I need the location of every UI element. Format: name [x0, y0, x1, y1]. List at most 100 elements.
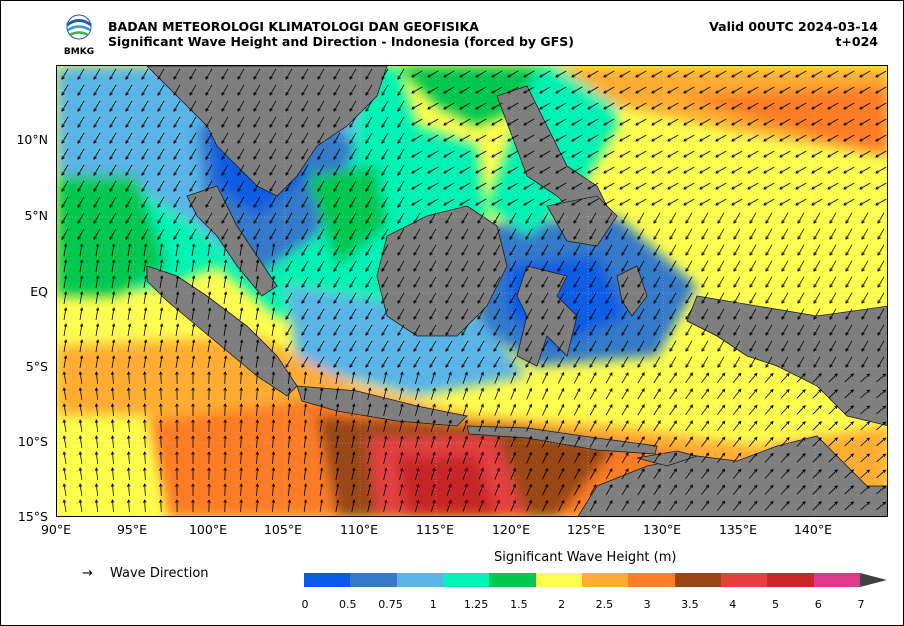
wave-arrow [383, 403, 388, 416]
wave-arrow [669, 468, 677, 480]
colorbar-segment [304, 573, 351, 587]
wave-arrow [621, 212, 629, 224]
wave-arrow [795, 102, 807, 110]
wave-arrow [365, 308, 373, 320]
wave-arrow [875, 134, 887, 142]
wave-arrow [653, 372, 661, 384]
wave-arrow [637, 260, 645, 272]
wave-arrow [510, 419, 516, 432]
wave-arrow [589, 340, 597, 352]
wave-arrow [587, 86, 599, 94]
lon-tick-120e: 120°E [491, 522, 530, 537]
wave-arrow [239, 435, 243, 449]
wave-arrow [141, 148, 149, 160]
wave-arrow [571, 70, 583, 78]
wave-arrow [491, 166, 503, 174]
wave-arrow [397, 148, 405, 160]
wave-arrow [619, 118, 631, 126]
wave-arrow [110, 499, 115, 513]
wave-arrow [747, 198, 759, 206]
wave-arrow [571, 182, 583, 190]
wave-arrow [797, 292, 805, 304]
wave-arrow [573, 324, 581, 336]
wave-arrow [79, 339, 84, 352]
wave-arrow [494, 387, 500, 400]
wave-arrow [237, 100, 245, 112]
wave-arrow [494, 371, 500, 384]
wave-arrow [126, 403, 131, 417]
wave-arrow [127, 307, 132, 320]
wave-arrow [780, 469, 790, 479]
wave-arrow [827, 118, 839, 126]
wave-arrow [63, 291, 68, 304]
wave-arrow [844, 405, 855, 415]
wave-arrow [573, 467, 581, 480]
wave-arrow [589, 499, 597, 512]
wave-arrow [317, 340, 325, 352]
wave-arrow [383, 467, 388, 480]
wave-arrow [255, 435, 260, 449]
wave-arrow [143, 451, 147, 465]
colorbar-tick-label: 2.5 [595, 598, 614, 611]
wave-arrow [542, 403, 549, 416]
wave-arrow [221, 84, 229, 96]
wave-arrow [749, 276, 757, 288]
wave-arrow [733, 276, 741, 288]
wave-arrow [701, 324, 709, 336]
wave-arrow [717, 356, 725, 368]
wave-arrow [716, 388, 726, 399]
wave-arrow [445, 212, 453, 224]
wave-arrow [319, 451, 324, 464]
wave-arrow [397, 228, 405, 240]
wave-arrow [781, 228, 789, 240]
wave-arrow [603, 198, 615, 206]
wave-arrow [459, 86, 471, 94]
wave-arrow [749, 260, 757, 272]
wave-arrow [349, 148, 357, 160]
wave-arrow [589, 308, 597, 320]
wave-arrow [763, 118, 775, 126]
wave-arrow [555, 198, 567, 206]
wave-arrow [542, 371, 549, 384]
wave-arrow [493, 340, 501, 352]
wave-arrow [269, 180, 277, 192]
wave-arrow [397, 340, 405, 352]
wave-arrow [828, 453, 838, 463]
wave-arrow [651, 198, 663, 206]
wave-arrow [335, 499, 340, 512]
wave-arrow [701, 212, 709, 224]
wave-arrow [637, 292, 645, 304]
wave-arrow [811, 166, 823, 174]
wave-arrow [63, 355, 68, 368]
wave-arrow [365, 356, 373, 368]
wave-arrow [383, 499, 388, 512]
wave-arrow [381, 340, 389, 352]
colorbar-tick-label: 1 [429, 598, 437, 611]
wave-arrow [827, 102, 839, 110]
wave-arrow [875, 198, 887, 206]
wave-arrow [94, 435, 99, 449]
wave-arrow [430, 435, 436, 448]
wave-arrow [651, 70, 663, 78]
wave-arrow [397, 84, 405, 96]
wave-arrow [573, 356, 581, 368]
wave-arrow [781, 356, 789, 368]
wave-arrow [207, 291, 212, 304]
wave-arrow [715, 102, 727, 110]
wave-arrow [399, 435, 404, 448]
wave-arrow [811, 102, 823, 110]
wave-arrow [635, 166, 647, 174]
wave-arrow [159, 467, 163, 481]
wave-arrow [861, 244, 869, 256]
wave-arrow [175, 259, 180, 272]
wave-arrow [860, 437, 871, 447]
wave-arrow [443, 134, 455, 142]
wave-arrow [109, 84, 117, 96]
wave-arrow [189, 228, 197, 240]
wave-arrow [475, 150, 487, 158]
wave-arrow [205, 68, 213, 80]
wave-arrow [635, 134, 647, 142]
bmkg-logo: BMKG [64, 14, 94, 56]
wave-arrow [637, 452, 645, 464]
wave-arrow [175, 307, 180, 320]
